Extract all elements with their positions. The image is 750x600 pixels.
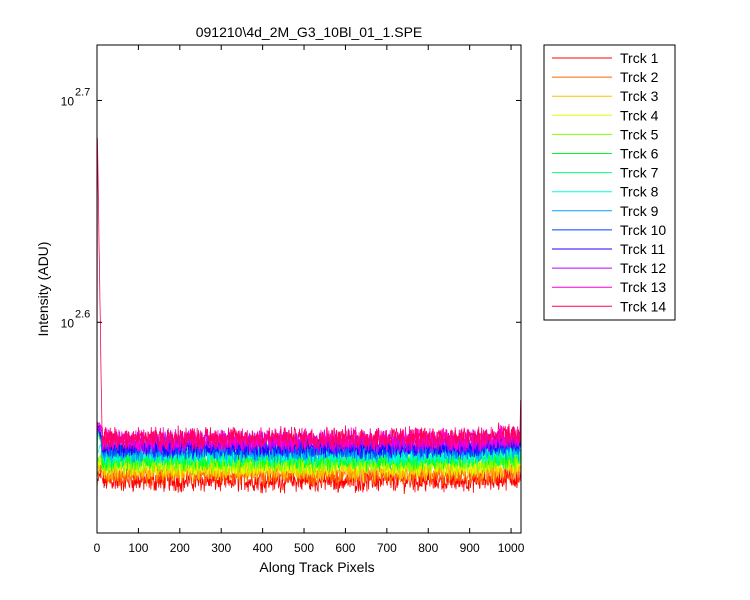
chart-title: 091210\4d_2M_G3_10Bl_01_1.SPE: [196, 24, 423, 40]
x-tick-label: 200: [170, 541, 190, 555]
legend: Trck 1 Trck 2 Trck 3 Trck 4 Trck 5 Trck 6 Trck…: [543, 44, 676, 321]
legend-label: Trck 14: [620, 298, 666, 314]
x-tick-label: 100: [128, 541, 148, 555]
x-tick-label: 400: [253, 541, 273, 555]
x-axis: 0 100 200 300 400 500 600 700 800 900 1000: [94, 45, 525, 555]
x-tick-label: 300: [211, 541, 231, 555]
legend-label: Trck 6: [620, 146, 659, 162]
legend-items: Trck 1 Trck 2 Trck 3 Trck 4 Trck 5 Trck 6 Trck…: [552, 50, 666, 314]
legend-label: Trck 11: [620, 241, 665, 257]
legend-label: Trck 10: [620, 222, 666, 238]
x-tick-label: 700: [377, 541, 397, 555]
x-tick-label: 800: [418, 541, 438, 555]
plot-frame: [96, 44, 522, 534]
x-tick-label: 0: [94, 541, 101, 555]
x-tick-label: 900: [460, 541, 480, 555]
legend-label: Trck 2: [620, 69, 659, 85]
legend-label: Trck 3: [620, 88, 659, 104]
y-tick-label-base: 10: [61, 94, 75, 108]
legend-label: Trck 5: [620, 126, 659, 142]
legend-label: Trck 13: [620, 279, 666, 295]
y-axis-label: Intensity (ADU): [35, 242, 51, 337]
series-line-14: [96, 138, 521, 451]
x-tick-label: 500: [294, 541, 314, 555]
series-line-5: [97, 449, 521, 476]
y-tick-label-exponent: 2.6: [75, 308, 90, 320]
legend-label: Trck 7: [620, 165, 659, 181]
x-tick-label: 1000: [498, 541, 525, 555]
x-tick-label: 600: [335, 541, 355, 555]
y-tick-label-exponent: 2.7: [75, 86, 90, 98]
series-line-3: [97, 456, 521, 483]
legend-label: Trck 8: [620, 184, 659, 200]
legend-label: Trck 12: [620, 260, 666, 276]
legend-label: Trck 1: [620, 50, 659, 66]
legend-label: Trck 4: [620, 107, 659, 123]
legend-label: Trck 9: [620, 203, 659, 219]
series-layer: [96, 138, 521, 527]
x-axis-label: Along Track Pixels: [259, 559, 374, 575]
y-tick-label-base: 10: [61, 316, 75, 330]
legend-box: [543, 44, 676, 321]
